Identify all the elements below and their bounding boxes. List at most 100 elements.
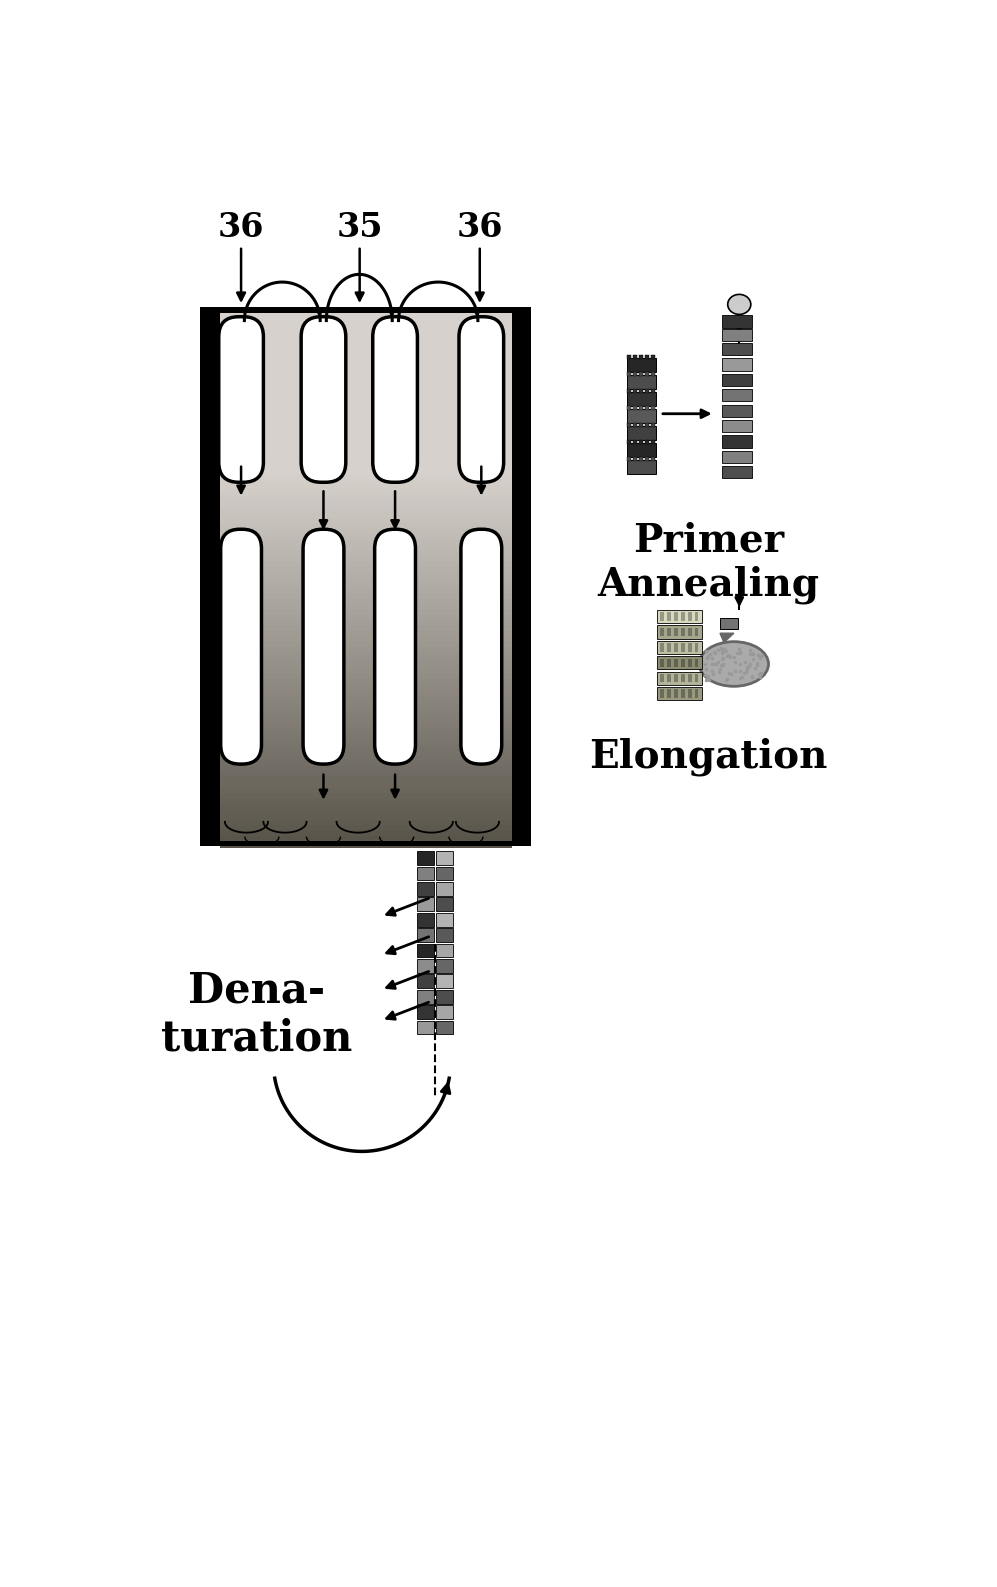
- Bar: [651, 457, 655, 460]
- Bar: [219, 717, 512, 724]
- Bar: [418, 913, 435, 927]
- Bar: [667, 674, 671, 682]
- Bar: [418, 897, 435, 911]
- Bar: [657, 657, 702, 670]
- Bar: [657, 671, 702, 684]
- Bar: [219, 571, 512, 578]
- Bar: [633, 440, 637, 444]
- Polygon shape: [729, 321, 750, 330]
- Bar: [651, 355, 655, 359]
- Bar: [633, 406, 637, 409]
- Bar: [219, 351, 512, 357]
- Bar: [219, 470, 512, 476]
- Bar: [219, 436, 512, 443]
- Bar: [651, 406, 655, 409]
- Bar: [436, 1005, 453, 1019]
- Bar: [219, 578, 512, 584]
- Bar: [219, 405, 512, 411]
- Text: Dena-
turation: Dena- turation: [161, 970, 352, 1060]
- Bar: [627, 460, 656, 475]
- FancyBboxPatch shape: [301, 317, 346, 482]
- Bar: [681, 643, 685, 652]
- Bar: [219, 362, 512, 368]
- Bar: [627, 375, 656, 389]
- Bar: [219, 355, 512, 362]
- Bar: [674, 643, 678, 652]
- Bar: [219, 609, 512, 616]
- Bar: [657, 687, 702, 700]
- Bar: [723, 421, 752, 432]
- Bar: [219, 825, 512, 832]
- Bar: [219, 324, 512, 330]
- Text: 36: 36: [217, 211, 264, 244]
- Bar: [219, 809, 512, 816]
- Bar: [651, 389, 655, 394]
- Bar: [219, 308, 512, 314]
- Bar: [667, 628, 671, 636]
- Bar: [627, 425, 656, 440]
- Bar: [219, 738, 512, 746]
- Bar: [219, 787, 512, 794]
- Bar: [436, 959, 453, 973]
- Bar: [219, 421, 512, 427]
- Bar: [219, 409, 512, 416]
- Bar: [681, 674, 685, 682]
- Bar: [660, 643, 664, 652]
- Bar: [219, 524, 512, 530]
- Bar: [219, 513, 512, 519]
- Bar: [418, 867, 435, 881]
- Bar: [219, 679, 512, 686]
- Bar: [645, 389, 649, 394]
- Bar: [723, 359, 752, 371]
- Bar: [219, 587, 512, 594]
- Bar: [219, 690, 512, 697]
- Bar: [657, 641, 702, 654]
- Bar: [219, 329, 512, 335]
- Bar: [627, 392, 656, 406]
- Bar: [674, 674, 678, 682]
- Bar: [674, 613, 678, 621]
- Bar: [645, 440, 649, 444]
- Bar: [219, 432, 512, 438]
- Bar: [688, 628, 692, 636]
- FancyBboxPatch shape: [373, 317, 418, 482]
- Bar: [219, 841, 512, 847]
- Bar: [667, 613, 671, 621]
- Bar: [219, 792, 512, 800]
- Bar: [219, 506, 512, 514]
- Text: Elongation: Elongation: [589, 736, 828, 776]
- Bar: [219, 711, 512, 719]
- Bar: [219, 567, 512, 573]
- Bar: [219, 605, 512, 611]
- Bar: [219, 582, 512, 589]
- Bar: [723, 389, 752, 402]
- Bar: [695, 659, 699, 667]
- Bar: [219, 533, 512, 541]
- Bar: [200, 308, 219, 846]
- Bar: [639, 389, 643, 394]
- Bar: [723, 435, 752, 448]
- Bar: [219, 803, 512, 809]
- Bar: [639, 457, 643, 460]
- Bar: [633, 355, 637, 359]
- Bar: [639, 355, 643, 359]
- Bar: [633, 389, 637, 394]
- Bar: [436, 928, 453, 943]
- Bar: [219, 659, 512, 665]
- Bar: [651, 373, 655, 376]
- Bar: [219, 313, 512, 319]
- Bar: [219, 486, 512, 492]
- Bar: [667, 659, 671, 667]
- Bar: [219, 598, 512, 605]
- Bar: [219, 319, 512, 325]
- Bar: [688, 643, 692, 652]
- Bar: [418, 974, 435, 989]
- Bar: [723, 329, 752, 341]
- Bar: [418, 1005, 435, 1019]
- Bar: [219, 621, 512, 627]
- Bar: [219, 647, 512, 654]
- Ellipse shape: [699, 641, 769, 686]
- Bar: [436, 882, 453, 895]
- Bar: [219, 755, 512, 762]
- Bar: [651, 424, 655, 427]
